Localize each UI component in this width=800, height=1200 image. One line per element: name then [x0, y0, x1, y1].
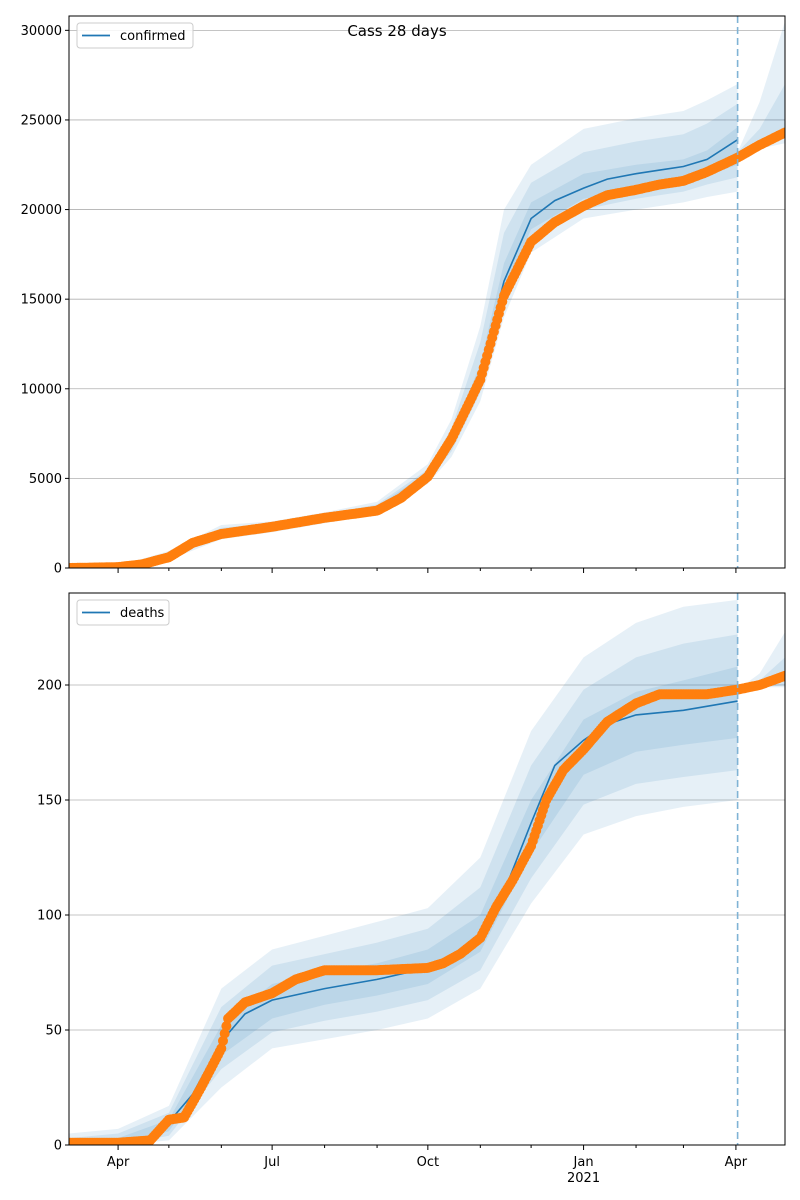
legend: confirmed [76, 22, 194, 49]
chart-panel-confirmed: 0 5000 10000 15000 20000 25000 30000 confirmed C… [21, 15, 786, 577]
legend-box [76, 599, 170, 626]
y-tick-label: 150 [37, 794, 62, 809]
x-tick-label: Apr [107, 1155, 130, 1170]
uncertainty-band-outer [69, 84, 738, 568]
legend: deaths [76, 599, 170, 626]
observed-point [221, 1021, 232, 1031]
x-tick-label: Apr [725, 1155, 748, 1170]
x-year-label: 2021 [567, 1171, 600, 1186]
y-tick-label: 100 [37, 909, 62, 924]
y-tick-label: 200 [37, 679, 62, 694]
y-tick-label: 30000 [21, 24, 62, 39]
observed-point [780, 670, 785, 681]
observed-series [69, 127, 785, 568]
uncertainty-band-middle [69, 103, 738, 568]
y-tick-label: 20000 [21, 203, 62, 218]
y-tick-label: 5000 [29, 472, 62, 487]
observed-point [780, 127, 785, 138]
uncertainty-band-inner [69, 127, 738, 568]
observed-series [69, 670, 785, 1145]
legend-label: deaths [120, 606, 165, 621]
x-tick-label: Oct [417, 1155, 439, 1170]
chart-title: Cass 28 days [347, 22, 447, 40]
y-tick-label: 10000 [21, 382, 62, 397]
x-tick-label: Jan [573, 1155, 594, 1170]
y-tick-label: 25000 [21, 113, 62, 128]
observed-point [219, 1028, 230, 1039]
plot-area [69, 599, 785, 1145]
legend-box [76, 22, 194, 49]
legend-label: confirmed [120, 29, 186, 44]
y-tick-label: 50 [45, 1024, 62, 1039]
y-tick-label: 0 [54, 1139, 62, 1154]
plot-frame [68, 592, 786, 1146]
chart-panel-deaths: 0 50 100 150 200 Apr Jul Oct Jan Apr 2021 deaths [37, 592, 786, 1186]
y-tick-label: 15000 [21, 293, 62, 308]
plot-area [69, 21, 785, 568]
y-tick-label: 0 [54, 562, 62, 577]
uncertainty-band-forecast-outer [737, 21, 785, 153]
observed-point [216, 1043, 227, 1054]
uncertainty-band-inner [69, 666, 738, 1145]
x-tick-label: Jul [263, 1155, 280, 1170]
plot-frame [68, 15, 786, 569]
